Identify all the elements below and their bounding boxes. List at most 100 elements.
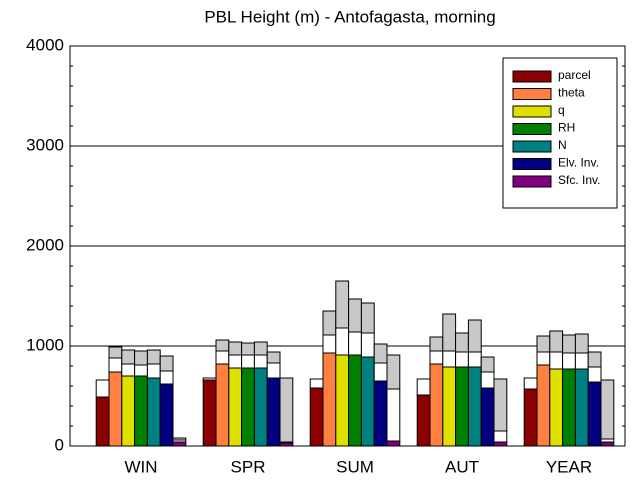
bar-segment xyxy=(159,370,174,385)
legend-label: RH xyxy=(558,121,575,135)
bar-segment xyxy=(373,343,388,364)
bar-segment xyxy=(429,363,444,447)
bar-segment xyxy=(253,354,268,369)
x-tick-label: SUM xyxy=(336,457,374,476)
bar-segment xyxy=(360,356,375,447)
bar-segment xyxy=(467,351,482,368)
legend-label: theta xyxy=(558,86,585,100)
bar-segment xyxy=(600,441,615,447)
bar-segment xyxy=(241,342,255,356)
bar-segment xyxy=(108,346,123,359)
bar-segment xyxy=(600,379,615,440)
y-tick-label: 2000 xyxy=(26,235,64,254)
bar-segment xyxy=(455,351,469,368)
bar-segment xyxy=(134,350,148,366)
bar-segment xyxy=(228,354,243,369)
bar-segment xyxy=(467,319,482,353)
bar-segment xyxy=(108,357,123,373)
bar-segment xyxy=(335,354,350,447)
bar-segment xyxy=(523,388,538,447)
bar-segment xyxy=(322,334,337,354)
bar-segment xyxy=(416,394,431,447)
bar-segment xyxy=(335,280,350,329)
bar-segment xyxy=(480,371,495,389)
bar-segment xyxy=(549,368,564,447)
bar-segment xyxy=(146,363,161,379)
bar-segment xyxy=(536,335,551,353)
bar-segment xyxy=(146,349,161,365)
bar-segment xyxy=(480,387,495,447)
bar-segment xyxy=(429,350,444,365)
legend-swatch xyxy=(512,105,552,118)
y-tick-label: 4000 xyxy=(26,35,64,54)
bar-segment xyxy=(159,355,174,372)
bar-segment xyxy=(467,366,482,447)
bar-segment xyxy=(574,368,589,447)
bar-segment xyxy=(536,364,551,447)
bar-segment xyxy=(480,356,495,373)
bar-segment xyxy=(373,362,388,382)
bar-segment xyxy=(549,330,564,353)
bar-segment xyxy=(493,430,508,443)
bar-segment xyxy=(146,377,161,447)
bar-segment xyxy=(562,352,576,370)
bar-segment xyxy=(215,339,230,352)
bar-segment xyxy=(215,350,230,365)
bar-segment xyxy=(574,352,589,370)
bar-segment xyxy=(134,364,148,377)
bar-segment xyxy=(253,367,268,447)
bar-segment xyxy=(241,367,255,447)
legend-label: parcel xyxy=(558,68,591,82)
bar-segment xyxy=(455,366,469,447)
bar-segment xyxy=(322,310,337,336)
x-tick-label: YEAR xyxy=(546,457,592,476)
bar-segment xyxy=(536,351,551,366)
legend-swatch xyxy=(512,140,552,153)
bar-segment xyxy=(455,332,469,353)
bar-segment xyxy=(587,381,602,447)
bar-segment xyxy=(493,378,508,432)
bar-segment xyxy=(172,437,187,441)
bar-segment xyxy=(429,336,444,352)
bar-segment xyxy=(108,371,123,447)
bar-segment xyxy=(228,367,243,447)
bar-segment xyxy=(386,388,401,442)
bar-segment xyxy=(416,378,431,396)
bar-segment xyxy=(121,349,136,365)
bar-segment xyxy=(373,380,388,447)
bar-segment xyxy=(322,352,337,447)
bar-segment xyxy=(95,396,110,447)
legend-label: q xyxy=(558,103,565,117)
bar-segment xyxy=(309,378,324,389)
bar-segment xyxy=(121,375,136,447)
legend-swatch xyxy=(512,158,552,170)
y-tick-label: 1000 xyxy=(26,335,64,354)
bar-segment xyxy=(335,327,350,356)
bar-segment xyxy=(587,351,602,368)
bar-segment xyxy=(574,333,589,354)
bar-segment xyxy=(386,440,401,447)
bar-segment xyxy=(493,441,508,447)
bar-segment xyxy=(253,341,268,356)
bar-segment xyxy=(348,354,362,447)
bar-segment xyxy=(348,331,362,356)
bar-segment xyxy=(442,313,457,352)
legend-label: Sfc. Inv. xyxy=(558,173,600,187)
chart-title: PBL Height (m) - Antofagasta, morning xyxy=(204,7,495,26)
legend-swatch xyxy=(512,70,552,83)
legend-swatch xyxy=(512,123,552,135)
bar-segment xyxy=(266,377,281,447)
bar-segment xyxy=(549,351,564,370)
bar-segment xyxy=(202,377,217,381)
bar-segment xyxy=(360,302,375,334)
bar-segment xyxy=(95,379,110,398)
legend-swatch xyxy=(512,88,552,100)
bar-segment xyxy=(202,379,217,447)
x-tick-label: SPR xyxy=(231,457,266,476)
bar-segment xyxy=(309,387,324,447)
bar-segment xyxy=(266,351,281,364)
bar-segment xyxy=(241,354,255,369)
legend-label: N xyxy=(558,138,567,152)
bar-segment xyxy=(562,334,576,354)
